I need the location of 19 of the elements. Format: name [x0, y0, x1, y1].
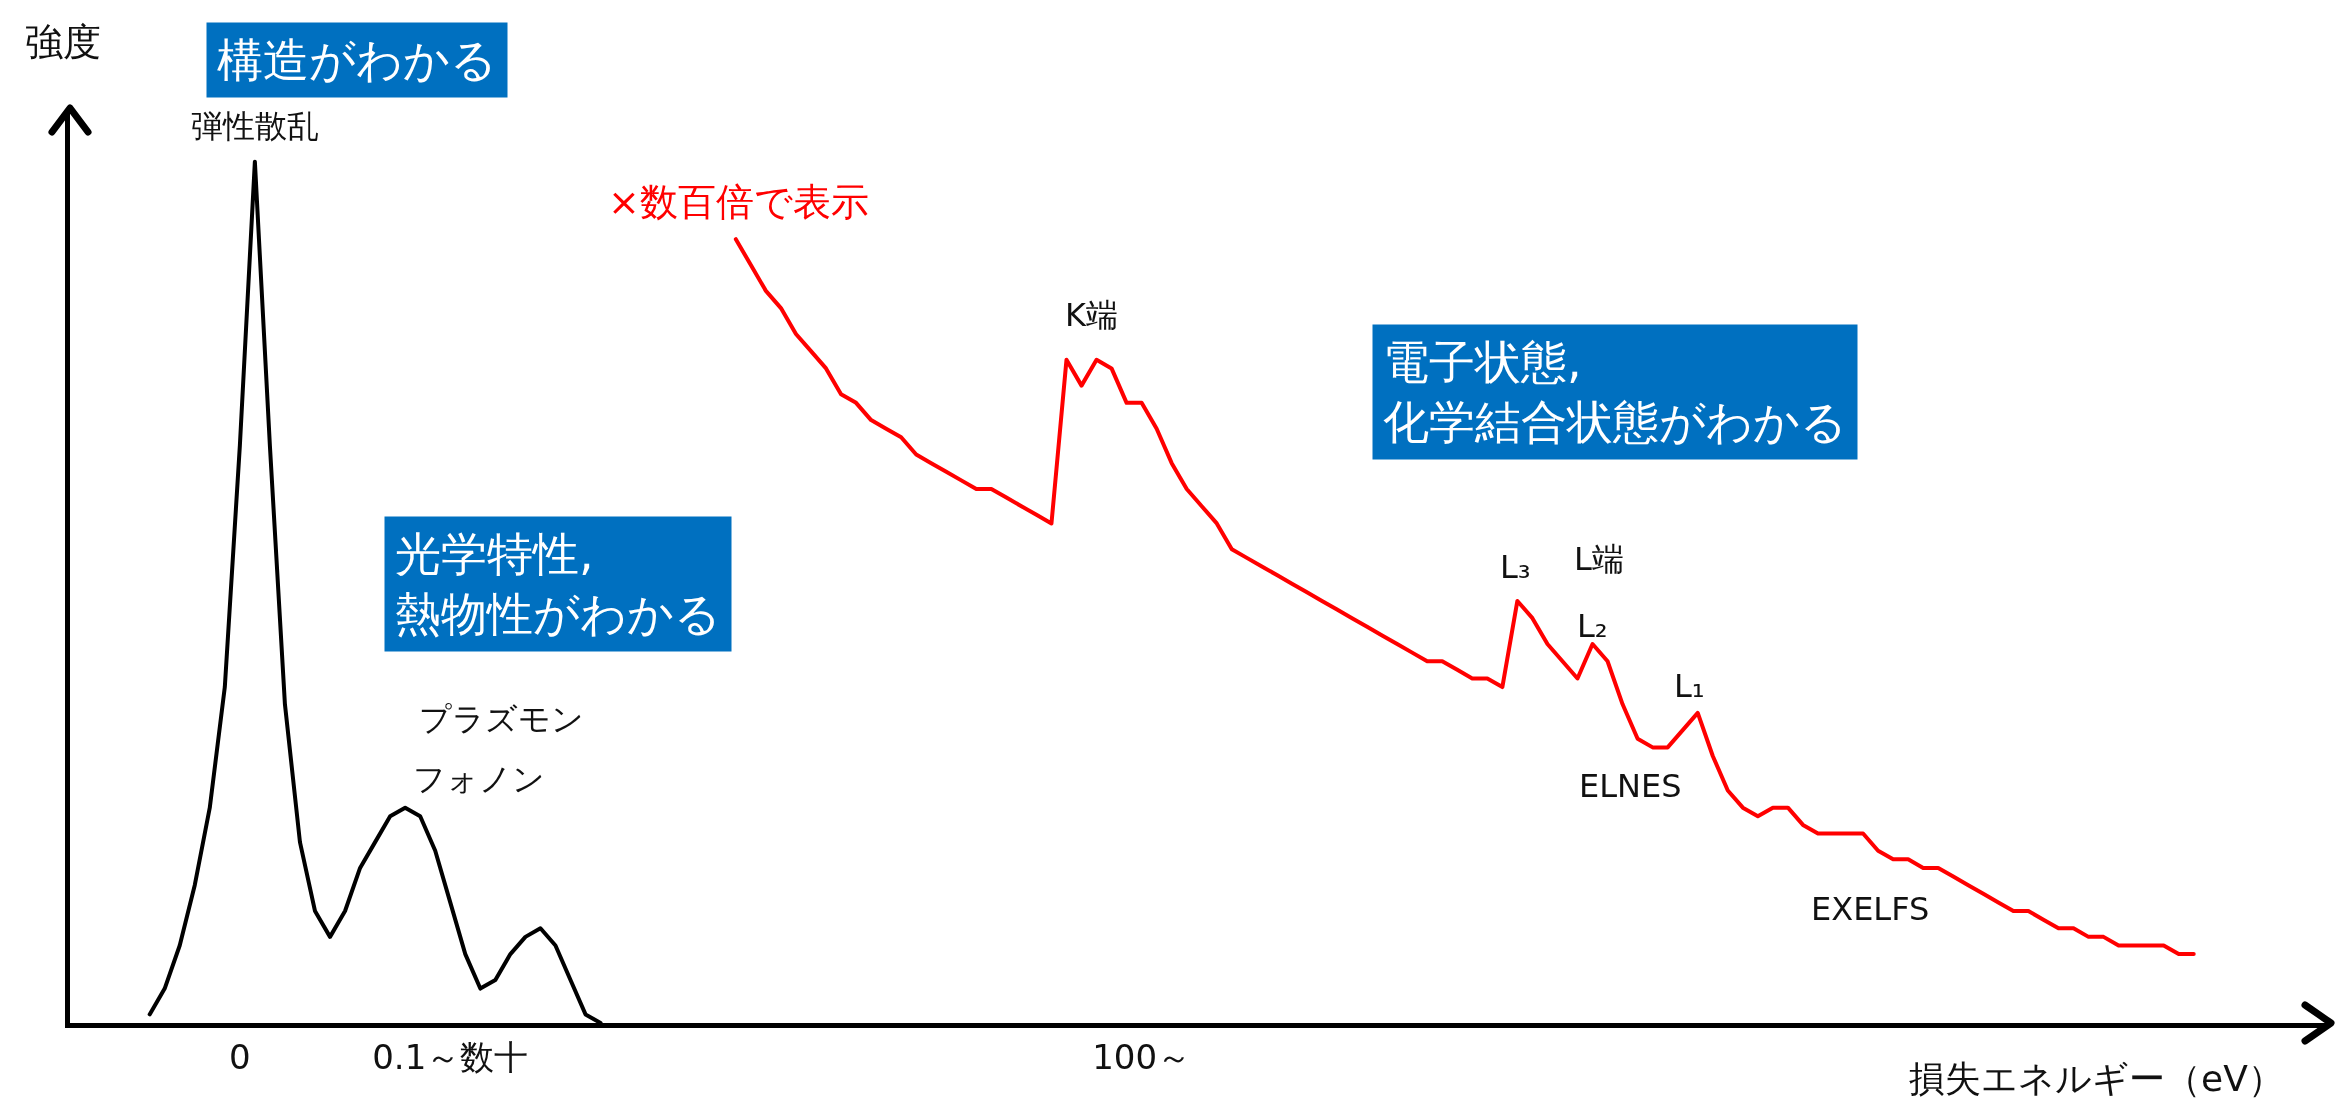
annotation: 光学特性, 熱物性がわかる	[395, 527, 721, 641]
annotation: L₂	[1577, 607, 1608, 645]
annotation: EXELFS	[1811, 890, 1930, 928]
annotation: プラズモン	[419, 700, 584, 738]
annotation: 電子状態, 化学結合状態がわかる	[1383, 335, 1847, 449]
annotation: L₃	[1500, 548, 1531, 586]
annotation: ×数百倍で表示	[608, 180, 869, 224]
text: 構造がわかる	[217, 33, 497, 87]
annotation: フォノン	[413, 760, 545, 798]
y-axis-title: 強度	[25, 20, 101, 64]
x-tick-label: 0	[229, 1036, 251, 1077]
annotation: ELNES	[1579, 767, 1682, 805]
x-tick-label: 100～	[1092, 1036, 1192, 1077]
annotation: L端	[1574, 540, 1624, 578]
annotation: K端	[1065, 296, 1118, 334]
annotation: L₁	[1674, 667, 1705, 705]
text: 弾性散乱	[191, 107, 319, 145]
x-tick-label: 0.1～数十	[372, 1036, 529, 1077]
x-axis-title: 損失エネルギー（eV）	[1909, 1058, 2284, 1099]
